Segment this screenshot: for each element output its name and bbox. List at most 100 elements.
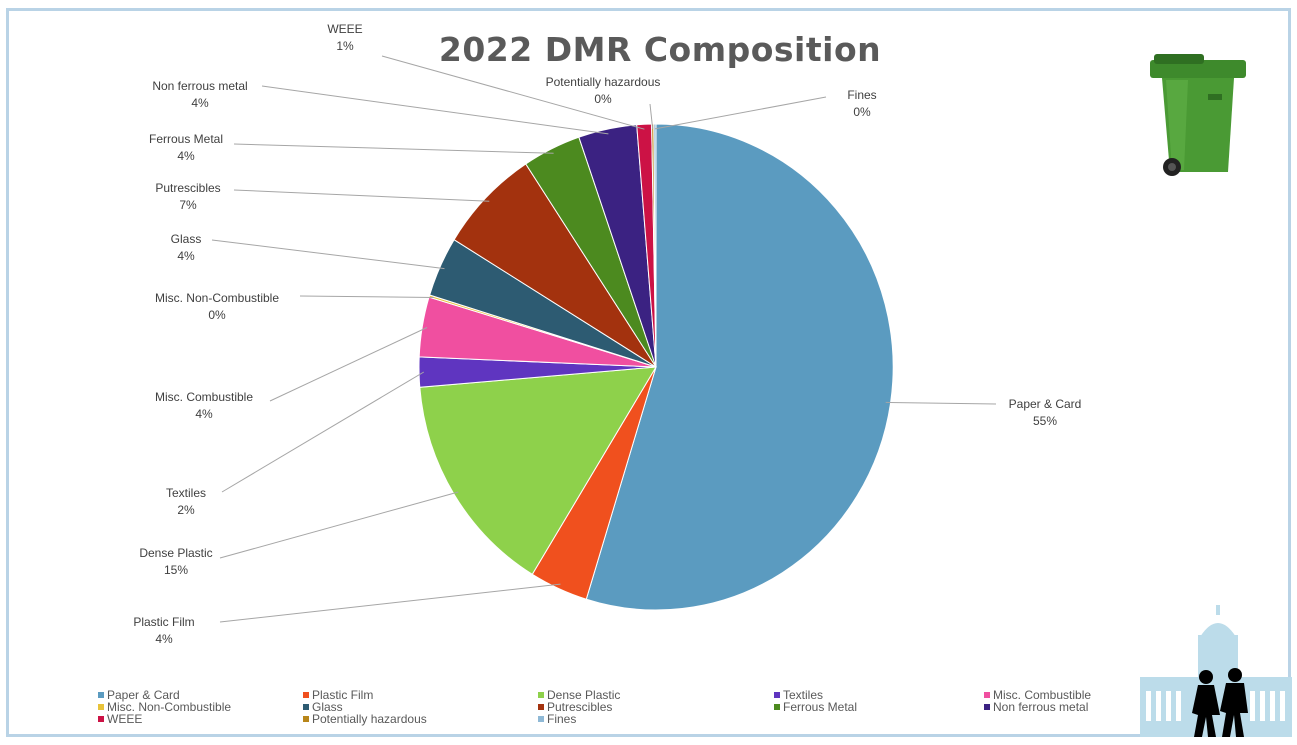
legend-entry: WEEE: [98, 713, 303, 725]
data-label-category: Paper & Card: [1008, 397, 1082, 411]
legend: Paper & Card Plastic Film Dense Plastic Tex…: [98, 689, 1143, 725]
data-label-value: 55%: [1032, 414, 1058, 428]
data-label: WEEE 1%: [327, 21, 362, 55]
data-label-value: 1%: [336, 39, 354, 53]
data-label-value: 4%: [177, 249, 195, 263]
legend-swatch: [538, 716, 544, 722]
data-label-value: 0%: [853, 105, 871, 119]
data-label-value: 0%: [208, 308, 226, 322]
pie-slice-fines: [653, 123, 657, 368]
legend-label: Dense Plastic: [547, 688, 621, 702]
data-label-category: WEEE: [327, 22, 363, 36]
legend-label: Glass: [312, 700, 343, 714]
data-label: Misc. Combustible 4%: [155, 389, 253, 423]
data-label: Fines 0%: [847, 87, 876, 121]
data-label: Glass 4%: [171, 231, 202, 265]
data-label-value: 15%: [163, 563, 189, 577]
leader-line: [885, 401, 997, 405]
city-hall-icon: [1140, 605, 1292, 737]
data-label-category: Potentially hazardous: [545, 75, 661, 89]
legend-entry: Misc. Combustible: [984, 689, 1143, 701]
data-label-value: 4%: [191, 96, 209, 110]
data-label-value: 0%: [594, 92, 612, 106]
legend-entry: Misc. Non-Combustible: [98, 701, 303, 713]
legend-label: Non ferrous metal: [993, 700, 1089, 714]
data-label: Non ferrous metal 4%: [152, 78, 247, 112]
legend-label: Potentially hazardous: [312, 712, 427, 726]
data-label: Plastic Film 4%: [133, 614, 194, 648]
data-label: Dense Plastic 15%: [139, 545, 212, 579]
data-label-category: Misc. Combustible: [154, 390, 254, 404]
legend-entry: Non ferrous metal: [984, 701, 1143, 713]
chart-title: 2022 DMR Composition: [438, 30, 882, 69]
pie-slice-paper-card: [585, 123, 894, 611]
leader-line: [649, 103, 654, 129]
pie-slice-putrescibles: [453, 163, 657, 368]
legend-label: Paper & Card: [107, 688, 180, 702]
leader-line: [654, 96, 827, 130]
leader-line: [211, 239, 445, 270]
legend-label: Fines: [547, 712, 577, 726]
data-label: Putrescibles 7%: [155, 180, 220, 214]
data-label-category: Plastic Film: [133, 615, 195, 629]
legend-entry: Putrescibles: [538, 701, 774, 713]
legend-label: Misc. Combustible: [993, 688, 1092, 702]
legend-swatch: [98, 692, 104, 698]
data-label-category: Textiles: [165, 486, 207, 500]
legend-entry: Fines: [538, 713, 774, 725]
data-label: Paper & Card 55%: [1009, 396, 1082, 430]
legend-label: Ferrous Metal: [783, 700, 858, 714]
pie-slice-dense-plastic: [419, 366, 657, 575]
legend-swatch: [984, 704, 990, 710]
data-label-value: 4%: [177, 149, 195, 163]
legend-label: Putrescibles: [547, 700, 613, 714]
leader-line: [269, 327, 428, 402]
data-label: Potentially hazardous 0%: [546, 74, 661, 108]
legend-swatch: [984, 692, 990, 698]
data-label-value: 4%: [155, 632, 173, 646]
data-label-category: Dense Plastic: [139, 546, 213, 560]
leader-line: [221, 371, 425, 493]
legend-entry: Dense Plastic: [538, 689, 774, 701]
legend-swatch: [98, 704, 104, 710]
legend-swatch: [774, 704, 780, 710]
legend-swatch: [303, 704, 309, 710]
data-label-category: Non ferrous metal: [152, 79, 248, 93]
legend-label: WEEE: [107, 712, 143, 726]
legend-label: Misc. Non-Combustible: [107, 700, 232, 714]
data-label: Misc. Non-Combustible 0%: [155, 290, 279, 324]
legend-swatch: [538, 692, 544, 698]
leader-line: [261, 85, 609, 135]
data-label-value: 7%: [179, 198, 197, 212]
data-label-category: Glass: [170, 232, 202, 246]
leader-line: [219, 583, 561, 623]
legend-entry: Ferrous Metal: [774, 701, 984, 713]
leader-line: [233, 189, 490, 202]
wheelie-bin-icon: [1150, 54, 1246, 176]
legend-swatch: [303, 716, 309, 722]
legend-entry: Glass: [303, 701, 538, 713]
legend-swatch: [538, 704, 544, 710]
data-label: Ferrous Metal 4%: [149, 131, 223, 165]
legend-entry: Textiles: [774, 689, 984, 701]
legend-entry: Plastic Film: [303, 689, 538, 701]
data-label-category: Putrescibles: [155, 181, 221, 195]
legend-label: Textiles: [783, 688, 824, 702]
legend-label: Plastic Film: [312, 688, 374, 702]
data-label-category: Ferrous Metal: [148, 132, 224, 146]
leader-line: [233, 143, 554, 154]
legend-entry: Paper & Card: [98, 689, 303, 701]
legend-swatch: [303, 692, 309, 698]
legend-swatch: [98, 716, 104, 722]
data-label-category: Misc. Non-Combustible: [154, 291, 280, 305]
data-label-value: 2%: [177, 503, 195, 517]
leader-line: [381, 55, 645, 130]
data-label-value: 4%: [195, 407, 213, 421]
leader-line: [299, 295, 434, 298]
data-label: Textiles 2%: [166, 485, 206, 519]
data-label-category: Fines: [847, 88, 877, 102]
legend-entry: Potentially hazardous: [303, 713, 538, 725]
leader-line: [219, 491, 459, 559]
legend-swatch: [774, 692, 780, 698]
